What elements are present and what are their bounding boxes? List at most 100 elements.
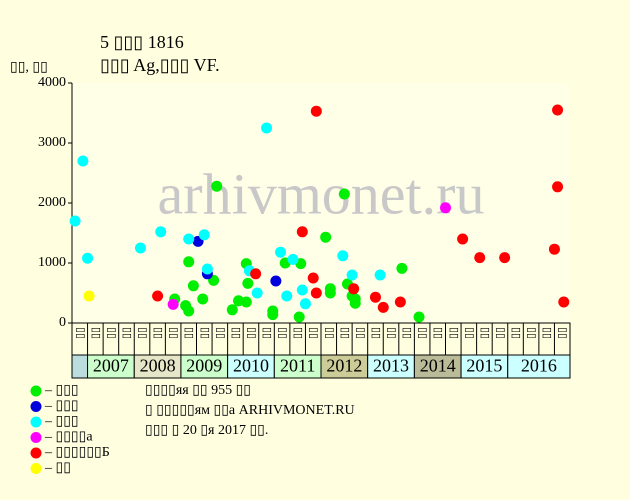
x-tick-label: ▯▯ [90, 327, 102, 339]
y-tick-label: 1000 [38, 255, 66, 270]
x-tick-label: ▯▯ [323, 327, 335, 339]
x-tick-label: ▯▯ [152, 327, 164, 339]
x-tick-label: ▯▯ [277, 327, 289, 339]
point [183, 305, 195, 317]
point [369, 291, 381, 303]
legend-label: – ▯▯▯ [44, 383, 79, 398]
y-tick-label: 2000 [38, 195, 66, 210]
x-tick-label: ▯▯ [230, 327, 242, 339]
x-tick-label: ▯▯ [339, 327, 351, 339]
x-tick-label: ▯▯ [463, 327, 475, 339]
note: ▯▯▯ ▯ 20 ▯я 2017 ▯▯. [145, 423, 268, 438]
point [287, 253, 299, 265]
point [337, 250, 349, 262]
year-label: 2013 [373, 356, 409, 376]
point [499, 252, 511, 264]
point [346, 269, 358, 281]
watermark: arhivmonet.ru [158, 161, 485, 226]
point [413, 311, 425, 323]
x-tick-label: ▯▯ [137, 327, 149, 339]
year-label: 2009 [186, 356, 222, 376]
point [324, 287, 336, 299]
x-tick-label: ▯▯ [74, 327, 86, 339]
x-tick-label: ▯▯ [386, 327, 398, 339]
point [320, 231, 332, 243]
x-tick-label: ▯▯ [432, 327, 444, 339]
point [187, 280, 199, 292]
point [261, 122, 273, 134]
point [558, 296, 570, 308]
legend-marker [30, 432, 42, 443]
legend-label: – ▯▯▯▯а [44, 430, 93, 445]
x-tick-label: ▯▯ [261, 327, 273, 339]
point [296, 284, 308, 296]
legend-marker [30, 401, 42, 412]
legend-label: – ▯▯▯▯▯▯Б [44, 445, 110, 460]
x-tick-label: ▯▯ [401, 327, 413, 339]
x-tick-label: ▯▯ [183, 327, 195, 339]
x-tick-label: ▯▯ [199, 327, 211, 339]
point [69, 215, 81, 227]
note: ▯ ▯▯▯▯▯ям ▯▯а ARHIVMONET.RU [145, 403, 355, 418]
point [201, 263, 213, 275]
x-tick-label: ▯▯ [448, 327, 460, 339]
year-label: 2007 [93, 356, 129, 376]
point [275, 246, 287, 258]
plot-area [72, 83, 570, 323]
point [552, 104, 564, 116]
point [197, 293, 209, 305]
point [307, 272, 319, 284]
point [338, 188, 350, 200]
x-tick-label: ▯▯ [292, 327, 304, 339]
y-tick-label: 4000 [38, 75, 66, 90]
point [77, 155, 89, 167]
point [396, 262, 408, 274]
point [152, 290, 164, 302]
point [548, 243, 560, 255]
x-tick-label: ▯▯ [168, 327, 180, 339]
point [310, 105, 322, 117]
year-label: 2012 [326, 356, 362, 376]
x-tick-label: ▯▯ [121, 327, 133, 339]
x-tick-label: ▯▯ [494, 327, 506, 339]
x-tick-label: ▯▯ [526, 327, 538, 339]
x-tick-label: ▯▯ [479, 327, 491, 339]
x-tick-label: ▯▯ [557, 327, 569, 339]
legend-marker [30, 463, 42, 474]
y-axis-label: ▯▯, ▯▯ [10, 60, 48, 75]
point [552, 181, 564, 193]
point [242, 277, 254, 289]
point [250, 268, 262, 280]
x-tick-label: ▯▯ [245, 327, 257, 339]
x-tick-label: ▯▯ [105, 327, 117, 339]
point [293, 311, 305, 323]
point [211, 180, 223, 192]
point [183, 233, 195, 245]
chart-subtitle: ▯▯▯ Ag,▯▯▯ VF. [100, 55, 220, 75]
point [226, 304, 238, 316]
x-tick-label: ▯▯ [417, 327, 429, 339]
year-label: 2008 [140, 356, 176, 376]
point [183, 256, 195, 268]
legend-label: – ▯▯▯ [44, 414, 79, 429]
x-tick-label: ▯▯ [214, 327, 226, 339]
point [440, 202, 451, 214]
legend-label: – ▯▯▯ [44, 399, 79, 414]
legend-label: – ▯▯ [44, 461, 71, 476]
point [167, 298, 179, 310]
y-tick-label: 0 [59, 315, 66, 330]
point [270, 275, 282, 287]
point [198, 229, 210, 241]
note: ▯▯▯▯яя ▯▯ 955 ▯▯ [145, 383, 251, 398]
year-label: 2011 [280, 356, 315, 376]
x-tick-label: ▯▯ [510, 327, 522, 339]
y-tick-label: 3000 [38, 135, 66, 150]
point [474, 252, 486, 264]
x-tick-label: ▯▯ [370, 327, 382, 339]
x-tick-label: ▯▯ [354, 327, 366, 339]
point [267, 309, 279, 321]
point [299, 298, 311, 310]
point [281, 290, 293, 302]
point [134, 242, 146, 254]
